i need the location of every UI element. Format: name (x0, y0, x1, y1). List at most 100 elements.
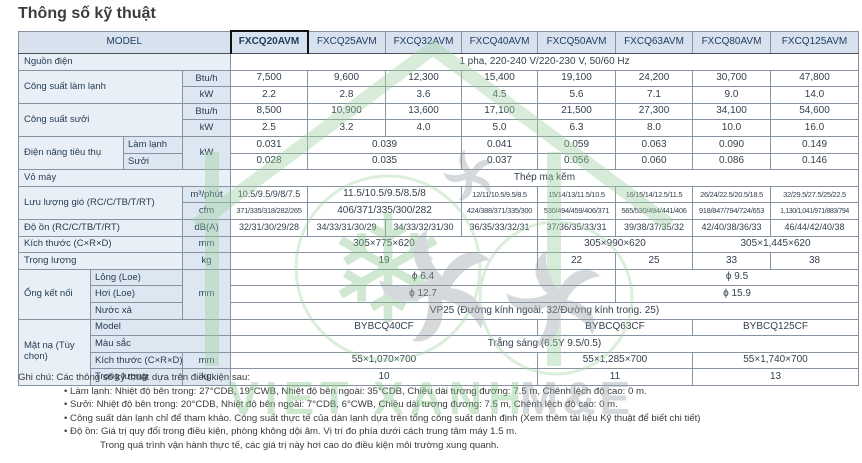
note-footer: Trong quá trình vận hành thực tế, các gi… (100, 439, 499, 451)
value-cell: 2.2 (230, 86, 308, 104)
value-cell: 6.3 (537, 119, 616, 137)
model-cell: FXCQ25AVM (307, 30, 386, 54)
unit-cell: cfm (182, 202, 231, 220)
value-cell: 5.0 (461, 119, 538, 137)
sub-label: Lỏng (Loe) (90, 268, 183, 287)
value-cell: 36/35/33/32/31 (461, 218, 538, 237)
unit-cell: kW (182, 86, 231, 104)
value-cell: 406/371/335/300/282 (307, 202, 462, 220)
value-cell: 0.060 (615, 152, 693, 171)
value-cell: 0.090 (692, 135, 771, 154)
unit-cell: Btu/h (182, 69, 231, 88)
value-cell: 3.2 (307, 119, 386, 137)
unit-cell: mm (182, 268, 231, 320)
row-label: Điện năng tiêu thụ (18, 135, 124, 171)
value-cell: BYBCQ40CF (230, 318, 538, 337)
value-cell: 8.0 (615, 119, 693, 137)
value-cell: 305×775×620 (230, 235, 538, 254)
value-cell: 24,200 (615, 69, 693, 88)
unit-cell: kg (182, 368, 231, 386)
sub-label: Màu sắc (90, 335, 231, 353)
value-cell: 12,300 (385, 69, 462, 88)
value-cell: 0.039 (307, 135, 462, 154)
value-cell: ϕ 9.5 (615, 268, 859, 287)
value-cell: 19 (230, 252, 538, 270)
value-cell: 34/33/32/31/30 (385, 218, 462, 237)
value-cell: 5.6 (537, 86, 616, 104)
value-cell: 7.1 (615, 86, 693, 104)
sub-label: Kích thước (C×R×D) (90, 351, 183, 370)
row-label: Kích thước (C×R×D) (18, 235, 183, 254)
unit-cell: kg (182, 252, 231, 270)
value-cell: 13,600 (385, 102, 462, 121)
value-cell: 38 (770, 252, 859, 270)
value-cell: 17,100 (461, 102, 538, 121)
piping-drain-row: Nước xả VP25 (Đường kính ngoài. 32/Đường… (19, 301, 859, 320)
weight-row: Trọng lượng kg 19 22 25 33 38 (18, 252, 859, 270)
value-cell: 22 (537, 252, 616, 270)
heating-capacity-btu-row: Công suất sưởi Btu/h 8,500 10,900 13,600… (18, 102, 859, 137)
note-line: Làm lạnh: Nhiệt độ bên trong: 27°CDB, 19… (18, 385, 848, 399)
value-cell: 371/335/318/282/265 (230, 202, 308, 220)
row-label: Trọng lượng (18, 252, 183, 270)
power-supply-value: 1 pha, 220-240 V/220-230 V, 50/60 Hz (230, 53, 859, 71)
value-cell: 15/14/13/11.5/10.5 (537, 185, 616, 204)
value-cell: 0.056 (537, 152, 616, 171)
value-cell: 0.086 (692, 152, 771, 171)
model-cell: FXCQ80AVM (692, 30, 771, 54)
value-cell: 3.6 (385, 86, 462, 104)
value-cell: 34/33/31/30/29 (307, 218, 386, 237)
value-cell: 0.063 (615, 135, 693, 154)
value-cell: 0.031 (230, 135, 308, 154)
value-cell: BYBCQ125CF (692, 318, 859, 337)
unit-cell: mm (182, 235, 231, 254)
value-cell: 21,500 (537, 102, 616, 121)
value-cell: Trắng sáng (6.5Y 9.5/0.5) (230, 335, 859, 353)
value-cell: 39/38/37/35/32 (615, 218, 693, 237)
value-cell: 12/11/10.5/9.5/8.5 (461, 185, 538, 204)
value-cell: 565/530/494/441/406 (615, 202, 693, 220)
unit-cell: kW (182, 135, 231, 171)
value-cell: 7,500 (230, 69, 308, 88)
airflow-m3-row: Lưu lượng gió (RC/C/TB/T/RT) m³/phút 10.… (18, 185, 859, 220)
note-line: Sưởi: Nhiệt độ bên trong: 20°CDB, Nhiệt … (18, 398, 848, 412)
row-label: Độ ồn (RC/C/TB/T/RT) (18, 218, 183, 237)
consumption-heating-row: Sưởi 0.028 0.035 0.037 0.056 0.060 0.086… (19, 152, 859, 171)
model-cell: FXCQ63AVM (615, 30, 693, 54)
value-cell: 530/494/459/406/371 (537, 202, 616, 220)
row-label: Công suất sưởi (18, 102, 183, 137)
value-cell: 25 (615, 252, 693, 270)
panel-color-row: Màu sắc Trắng sáng (6.5Y 9.5/0.5) (19, 335, 859, 353)
casing-row: Vỏ máy Thép mạ kẽm (18, 169, 859, 187)
value-cell: 0.035 (307, 152, 462, 171)
note-heading: Ghi chú: Các thông số kỹ thuật dựa trên … (18, 372, 251, 383)
value-cell: 34,100 (692, 102, 771, 121)
unit-cell: mm (182, 351, 231, 370)
row-label: Ống kết nối (18, 268, 91, 320)
row-label: Mặt nạ (Tùy chọn) (18, 318, 91, 386)
airflow-cfm-row: cfm 371/335/318/282/265 406/371/335/300/… (19, 202, 859, 220)
casing-value: Thép mạ kẽm (230, 169, 859, 187)
value-cell: 47,800 (770, 69, 859, 88)
model-cell: FXCQ50AVM (537, 30, 616, 54)
value-cell: 2.8 (307, 86, 386, 104)
value-cell: 27,300 (615, 102, 693, 121)
value-cell: 2.5 (230, 119, 308, 137)
page-title: Thông số kỹ thuật (18, 5, 156, 22)
row-label: Nguồn điện (18, 53, 231, 71)
value-cell: 8,500 (230, 102, 308, 121)
value-cell: BYBCQ63CF (537, 318, 693, 337)
panel-size-row: Kích thước (C×R×D) mm 55×1,070×700 55×1,… (19, 351, 859, 370)
row-label: Công suất làm lạnh (18, 69, 183, 104)
value-cell: 15,400 (461, 69, 538, 88)
model-cell: FXCQ40AVM (461, 30, 538, 54)
value-cell: 11.5/10.5/9.5/8.5/8 (307, 185, 462, 204)
value-cell: 55×1,070×700 (230, 351, 538, 370)
value-cell: 30,700 (692, 69, 771, 88)
value-cell: 9.0 (692, 86, 771, 104)
value-cell: 14.0 (770, 86, 859, 104)
value-cell: VP25 (Đường kính ngoài. 32/Đường kính tr… (230, 301, 859, 320)
value-cell: 10.5/9.5/9/8/7.5 (230, 185, 308, 204)
power-supply-row: Nguồn điện 1 pha, 220-240 V/220-230 V, 5… (18, 53, 859, 71)
